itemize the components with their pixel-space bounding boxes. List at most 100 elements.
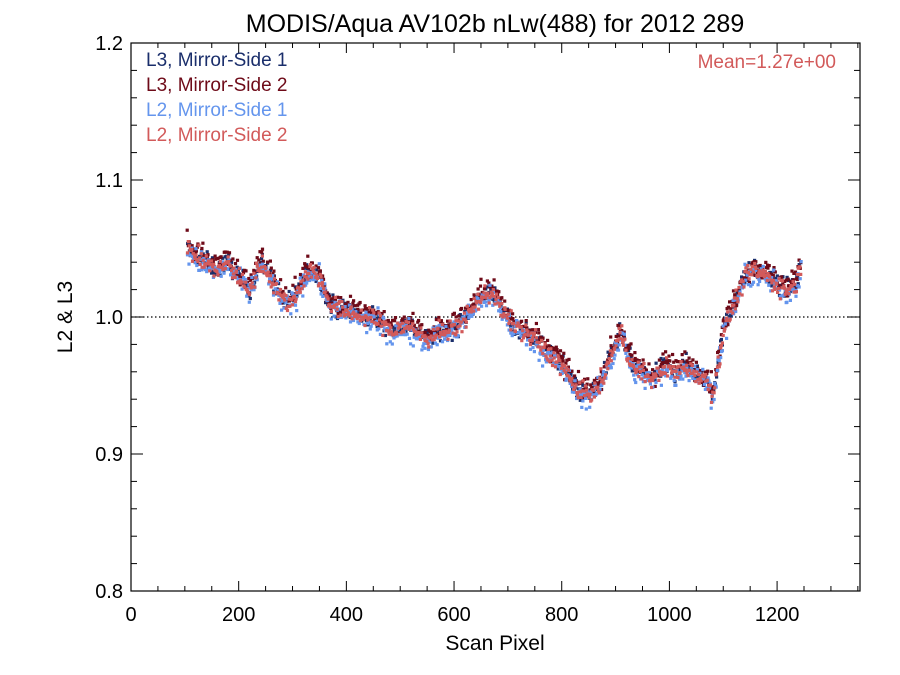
data-point <box>580 405 584 409</box>
data-point <box>276 291 280 295</box>
data-point <box>507 328 511 332</box>
data-point <box>393 316 398 320</box>
data-point <box>629 366 633 370</box>
data-point <box>785 290 789 294</box>
data-point <box>719 343 723 347</box>
data-point <box>260 250 264 254</box>
data-point <box>613 346 617 350</box>
data-point <box>604 363 609 367</box>
data-point <box>497 290 501 294</box>
data-point <box>271 293 276 297</box>
data-point <box>758 263 762 268</box>
data-point <box>574 383 578 387</box>
data-point <box>530 339 534 343</box>
data-point <box>556 354 560 358</box>
data-point <box>197 243 201 247</box>
y-tick-label: 1.2 <box>95 33 123 55</box>
data-point <box>636 363 640 367</box>
data-point <box>757 271 761 275</box>
data-point <box>598 387 602 391</box>
legend-entry: L3, Mirror-Side 2 <box>146 75 288 96</box>
data-point <box>509 328 513 332</box>
data-point <box>237 266 241 270</box>
data-point <box>363 323 367 328</box>
data-point <box>769 289 773 293</box>
data-point <box>370 319 374 323</box>
data-point <box>744 266 748 270</box>
data-point <box>696 378 700 382</box>
data-point <box>601 373 605 377</box>
data-point <box>558 359 562 363</box>
data-point <box>768 275 772 279</box>
data-point <box>485 291 489 295</box>
data-point <box>691 371 695 375</box>
data-point <box>381 333 385 337</box>
data-point <box>542 345 546 349</box>
data-point <box>385 342 389 346</box>
data-point <box>549 347 553 351</box>
data-point <box>640 377 644 381</box>
data-point <box>602 381 606 385</box>
data-point <box>541 336 545 340</box>
data-point <box>332 305 336 310</box>
data-point <box>333 300 337 304</box>
data-point <box>327 292 331 296</box>
data-point <box>272 269 276 273</box>
data-point <box>733 307 737 311</box>
data-point <box>547 344 551 348</box>
data-point <box>287 299 291 303</box>
data-point <box>389 326 393 330</box>
data-point <box>609 363 613 367</box>
data-point <box>501 307 505 312</box>
data-point <box>281 296 285 300</box>
data-point <box>723 322 727 326</box>
data-point <box>548 354 553 358</box>
data-point <box>539 348 543 352</box>
data-point <box>435 343 439 347</box>
data-point <box>551 346 556 350</box>
data-point <box>671 365 675 369</box>
data-point <box>617 334 621 338</box>
data-point <box>478 296 482 301</box>
data-point <box>753 273 757 277</box>
data-point <box>564 361 568 365</box>
data-point <box>725 336 729 340</box>
data-point <box>633 378 637 382</box>
data-point <box>709 400 714 404</box>
data-point <box>687 379 691 383</box>
data-point <box>235 272 239 276</box>
data-point <box>365 331 369 335</box>
data-point <box>326 297 330 301</box>
data-point <box>308 263 313 267</box>
data-point <box>795 273 800 277</box>
data-point <box>600 383 604 387</box>
data-point <box>351 312 355 316</box>
data-point <box>394 330 398 334</box>
data-point <box>519 334 523 338</box>
data-point <box>490 292 494 296</box>
data-point <box>679 374 683 378</box>
data-point <box>726 317 730 321</box>
data-point <box>231 272 235 276</box>
data-point <box>582 389 586 393</box>
data-point <box>702 382 707 387</box>
data-point <box>517 336 521 340</box>
data-point <box>556 350 560 354</box>
data-point <box>431 341 435 345</box>
data-point <box>584 396 588 400</box>
data-point <box>303 266 307 270</box>
data-point <box>726 305 730 309</box>
data-point <box>189 250 193 255</box>
data-point <box>351 318 356 323</box>
data-point <box>266 270 270 274</box>
data-point <box>487 301 491 305</box>
data-point <box>295 291 299 295</box>
data-point <box>741 279 745 283</box>
data-point <box>223 250 227 254</box>
data-point <box>500 317 504 321</box>
data-point <box>438 330 443 335</box>
data-point <box>446 337 450 341</box>
data-point <box>693 373 697 378</box>
data-point <box>735 291 739 295</box>
data-point <box>585 382 589 386</box>
